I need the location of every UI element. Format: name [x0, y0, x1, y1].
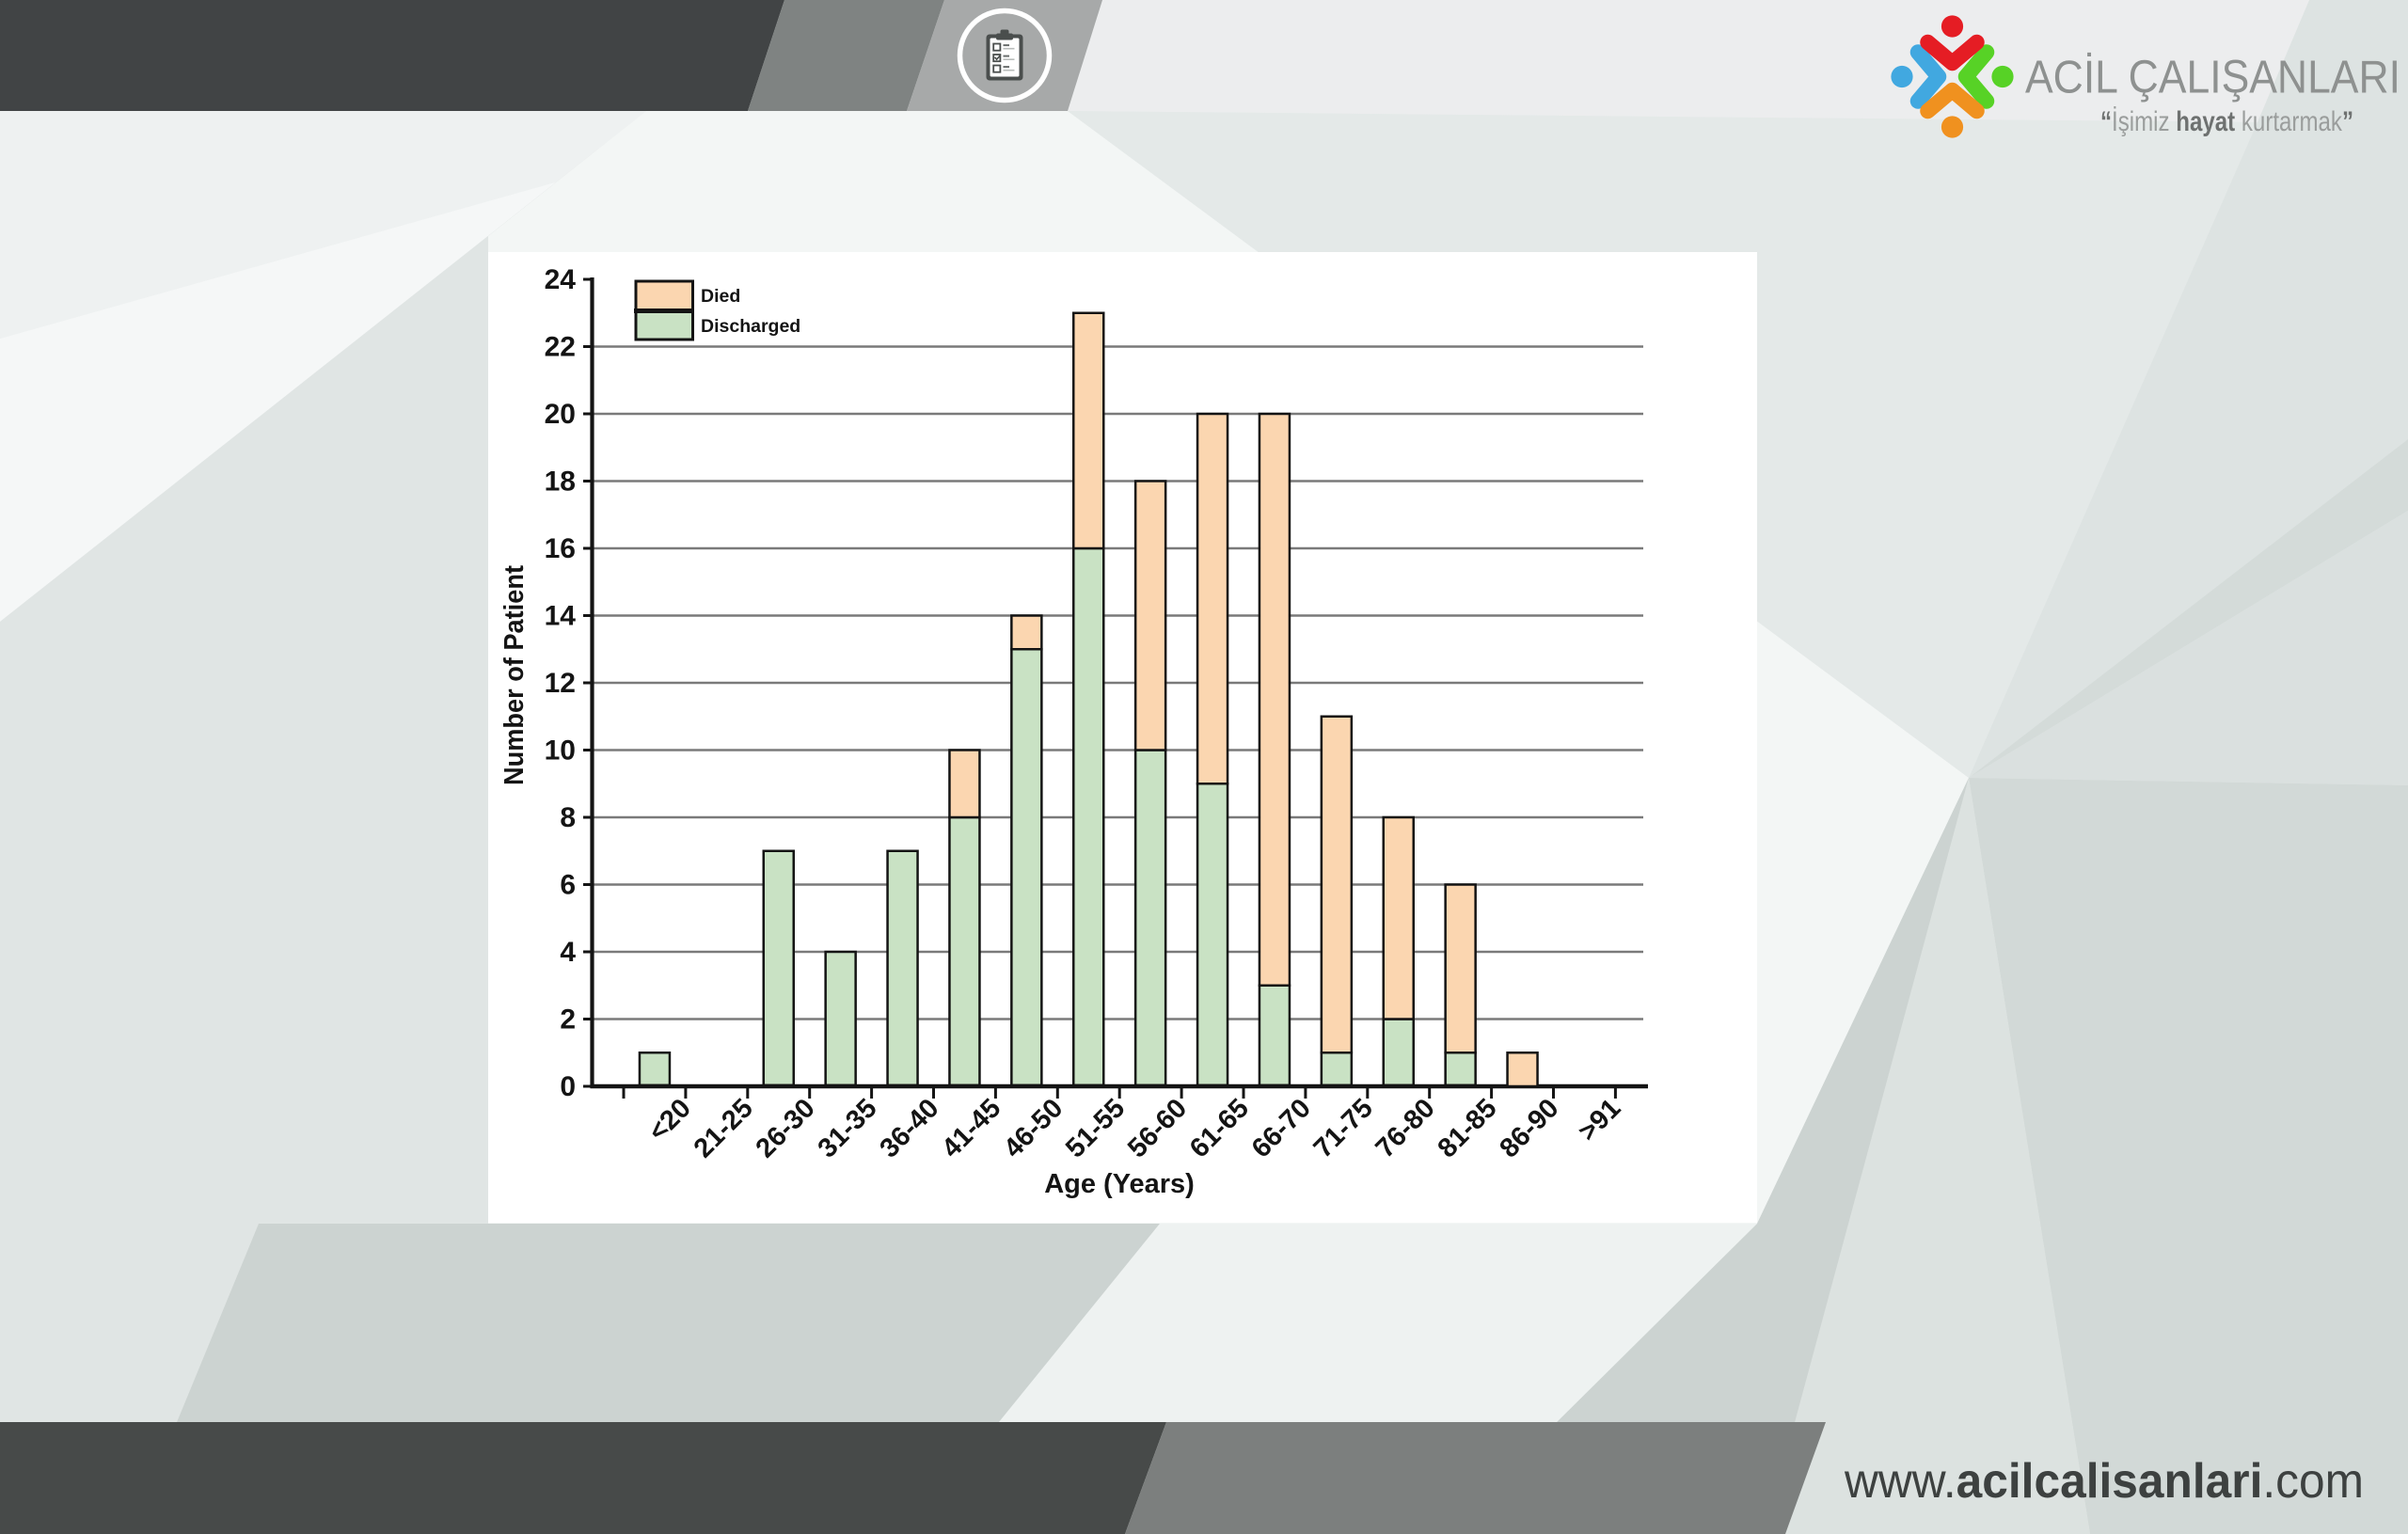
svg-text:6: 6 — [560, 870, 576, 901]
svg-text:Died: Died — [701, 286, 740, 307]
svg-text:4: 4 — [560, 937, 576, 968]
svg-text:14: 14 — [545, 601, 577, 632]
svg-text:22: 22 — [545, 332, 576, 363]
svg-text:10: 10 — [545, 735, 576, 767]
svg-text:18: 18 — [545, 467, 576, 498]
svg-text:2: 2 — [560, 1004, 576, 1036]
svg-text:0: 0 — [560, 1071, 576, 1102]
svg-text:16: 16 — [545, 533, 576, 564]
svg-text:12: 12 — [545, 668, 576, 699]
svg-text:Age (Years): Age (Years) — [1044, 1169, 1195, 1199]
svg-text:24: 24 — [545, 264, 577, 295]
svg-text:www.acilcalisanlari.com: www.acilcalisanlari.com — [1844, 1454, 2364, 1509]
svg-text:“İşimiz hayat kurtarmak”: “İşimiz hayat kurtarmak” — [2100, 106, 2353, 137]
svg-text:20: 20 — [545, 399, 576, 430]
svg-text:Number of Patient: Number of Patient — [499, 565, 530, 785]
svg-text:8: 8 — [560, 802, 576, 833]
svg-text:ACİL ÇALIŞANLARI: ACİL ÇALIŞANLARI — [2025, 53, 2400, 103]
svg-text:Discharged: Discharged — [701, 316, 800, 337]
